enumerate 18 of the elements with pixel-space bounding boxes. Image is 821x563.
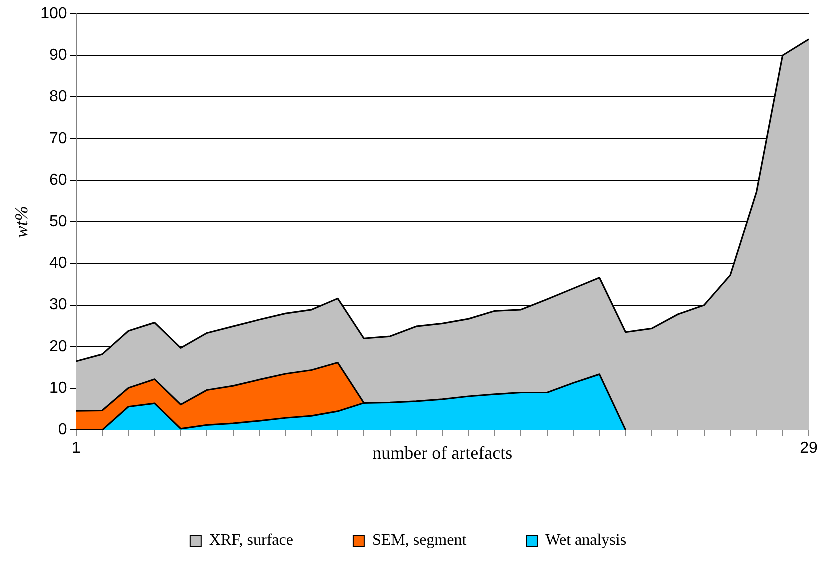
y-tick-label: 100 <box>40 5 68 22</box>
y-tick-label: 40 <box>50 255 68 272</box>
y-tick-label: 70 <box>50 130 68 148</box>
y-tick-label: 90 <box>50 47 68 64</box>
legend-label: SEM, segment <box>372 532 468 550</box>
y-axis-title: wt% <box>12 206 32 238</box>
y-tick-label: 80 <box>50 88 68 106</box>
x-tick-label: 1 <box>72 440 81 458</box>
legend-label: Wet analysis <box>546 532 627 550</box>
y-tick-label: 30 <box>50 296 68 314</box>
y-tick-label: 0 <box>58 422 68 439</box>
y-tick-label: 10 <box>50 380 68 397</box>
x-tick-label: 29 <box>800 440 818 458</box>
y-tick-label: 50 <box>50 214 68 231</box>
y-tick-label: 60 <box>50 172 68 189</box>
y-tick-label: 20 <box>50 338 68 356</box>
x-axis-title: number of artefacts <box>372 442 513 463</box>
legend-label: XRF, surface <box>209 532 294 550</box>
